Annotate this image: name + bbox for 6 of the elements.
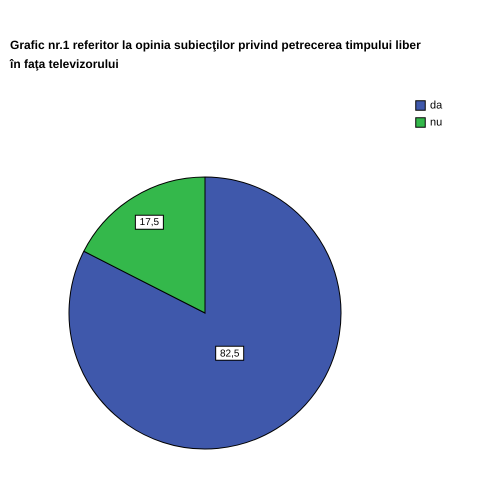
legend-label: nu — [430, 116, 442, 128]
pie-slice — [68, 176, 342, 450]
data-label: 82,5 — [220, 348, 240, 360]
legend-label: da — [430, 100, 444, 112]
chart-title: Grafic nr.1 referitor la opinia subiecţilor privind petrecerea timpului liber în faţa televizorului — [9, 38, 422, 71]
data-label: 17,5 — [140, 217, 160, 228]
